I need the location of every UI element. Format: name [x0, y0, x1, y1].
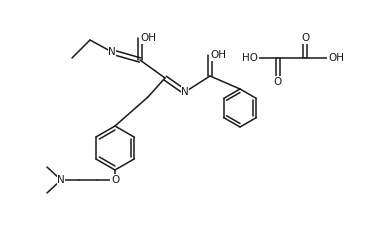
Text: O: O	[274, 77, 282, 87]
Text: O: O	[111, 175, 119, 185]
Text: OH: OH	[328, 53, 344, 63]
Text: O: O	[301, 33, 309, 43]
Text: OH: OH	[140, 33, 156, 43]
Text: N: N	[181, 87, 189, 97]
Text: OH: OH	[210, 50, 226, 60]
Text: HO: HO	[242, 53, 258, 63]
Text: N: N	[108, 47, 116, 57]
Text: N: N	[57, 175, 65, 185]
